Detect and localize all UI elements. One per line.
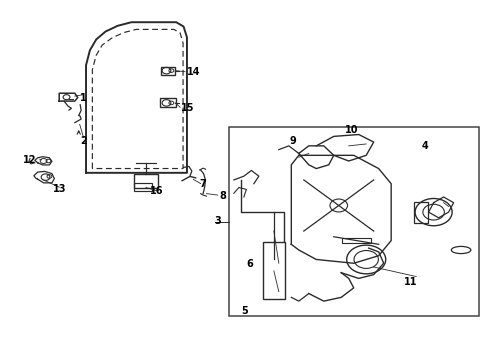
Text: 4: 4 [421,141,427,151]
Bar [160,98,175,107]
Text: 12: 12 [23,155,37,165]
Text: 9: 9 [289,136,296,145]
Text: 10: 10 [345,125,358,135]
Bar [341,238,370,243]
Bar [160,67,175,75]
Text: 15: 15 [181,103,194,113]
Text: 7: 7 [199,179,206,189]
Text: 1: 1 [80,93,87,103]
Text: 13: 13 [52,184,66,194]
Text: 6: 6 [245,259,252,269]
Text: 16: 16 [150,186,163,197]
Text: 5: 5 [241,306,247,316]
Text: 2: 2 [80,136,87,145]
Text: 3: 3 [214,216,221,226]
Bar [134,183,152,191]
Bar [134,174,158,188]
Text: 14: 14 [186,67,200,77]
Bar [413,202,427,222]
Bar [262,242,285,299]
Text: 8: 8 [219,191,225,201]
Text: 11: 11 [403,277,416,287]
Bar [228,127,478,316]
